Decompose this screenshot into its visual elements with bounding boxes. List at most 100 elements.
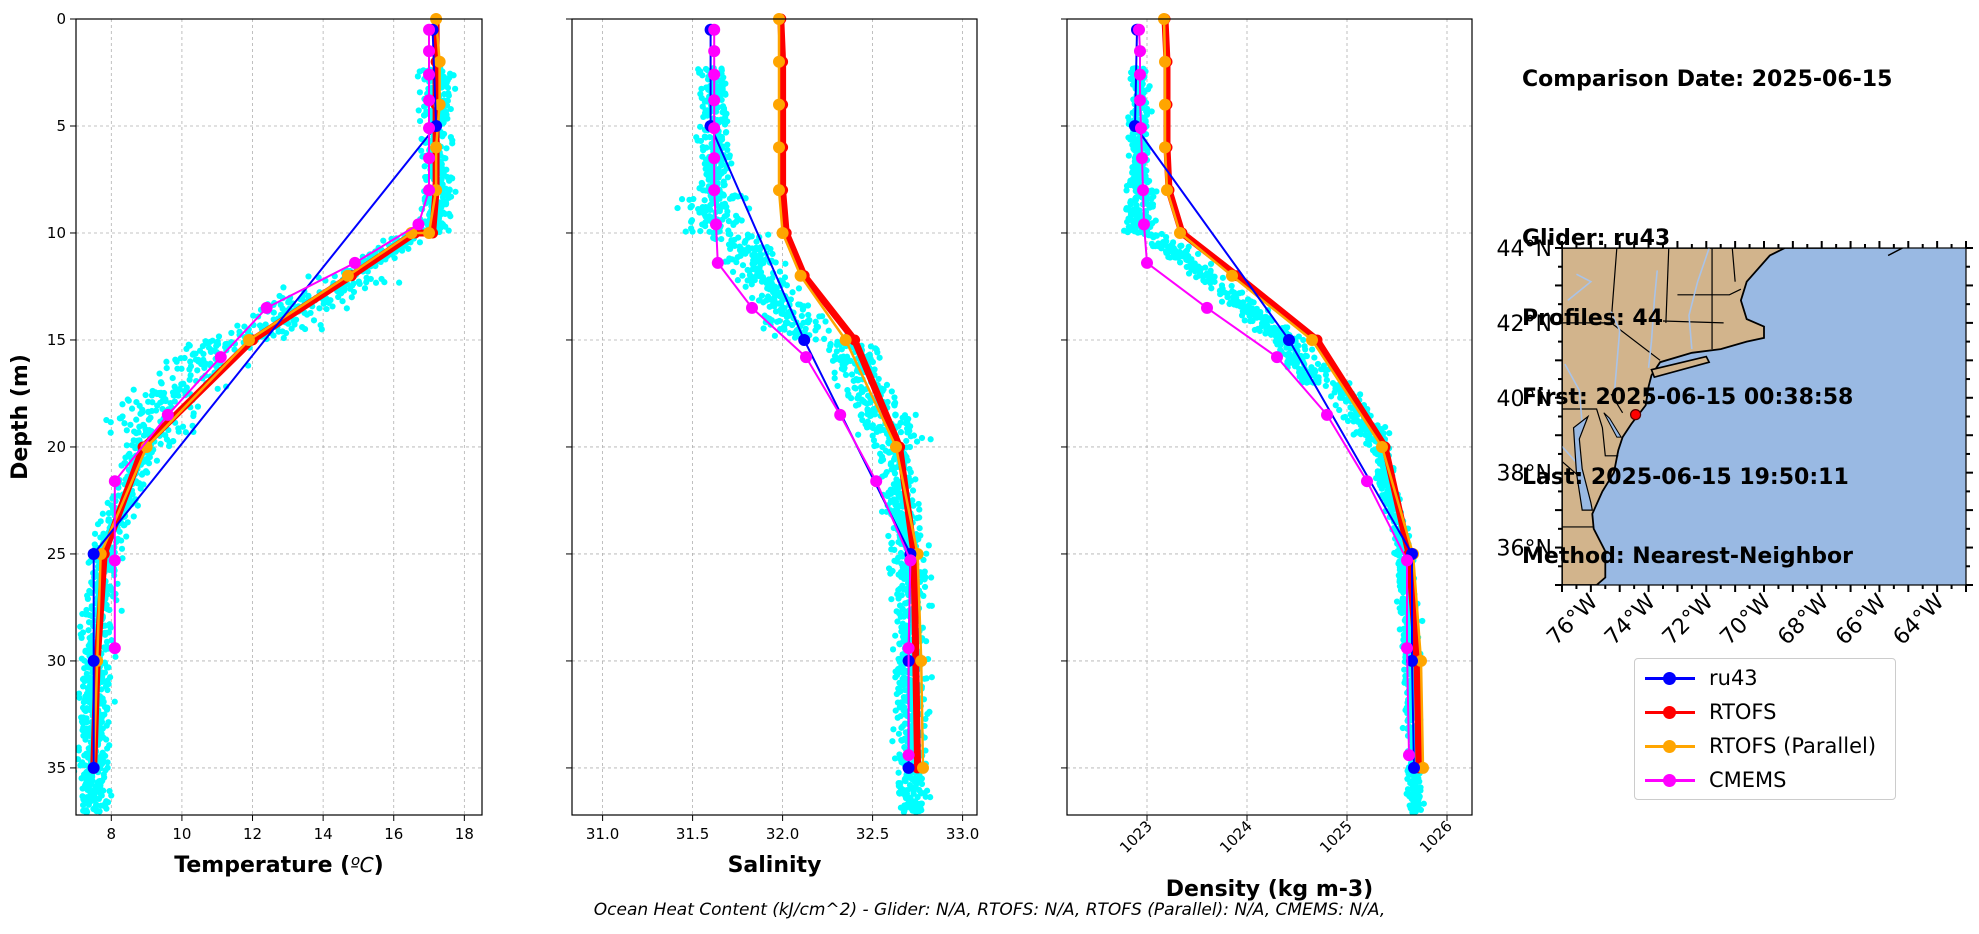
glider-point (99, 673, 106, 681)
glider-point (1417, 806, 1424, 813)
glider-point (187, 358, 194, 365)
glider-point (301, 325, 309, 333)
glider-location-map: 76°W74°W72°W70°W68°W66°W64°W44°N42°N40°N… (1497, 237, 1973, 650)
x-tick-label: 32.5 (856, 825, 889, 843)
series-point (904, 554, 917, 567)
series-point (1138, 218, 1150, 231)
series-point (423, 184, 436, 197)
series-point (1201, 301, 1213, 314)
series-point (902, 761, 915, 774)
series-point (798, 333, 811, 346)
glider-point (1412, 808, 1419, 815)
glider-point (378, 275, 385, 283)
glider-point (864, 418, 871, 425)
glider-point (1139, 80, 1146, 88)
legend-label: CMEMS (1709, 768, 1787, 792)
glider-point (1251, 326, 1258, 334)
glider-point (874, 349, 881, 356)
chesapeake-bay (1572, 414, 1594, 511)
series-point (915, 654, 928, 667)
glider-point (1254, 309, 1261, 316)
y-tick-label: 30 (47, 652, 66, 670)
glider-point (173, 358, 180, 365)
glider-point (928, 574, 935, 581)
glider-point (1243, 306, 1250, 313)
glider-scatter (76, 65, 459, 815)
x-tick-label: 1024 (1216, 817, 1256, 857)
glider-point (1148, 189, 1155, 196)
nova-scotia-coast (1879, 248, 1903, 257)
glider-point (1127, 179, 1134, 187)
glider-point (372, 279, 380, 286)
glider-point (928, 602, 935, 609)
glider-point (899, 651, 906, 658)
glider-point (1236, 290, 1243, 297)
glider-point (1121, 227, 1128, 234)
glider-point (83, 606, 90, 614)
glider-point (833, 348, 840, 355)
info-block: Comparison Date: 2025-06-15 Glider: ru43… (1522, 14, 1892, 597)
glider-point (114, 580, 121, 587)
glider-point (921, 583, 929, 591)
series-point (711, 256, 724, 269)
glider-point (697, 123, 704, 130)
map-y-tick-label: 44°N (1497, 237, 1552, 262)
glider-point (722, 129, 730, 136)
glider-point (77, 631, 84, 638)
glider-point (1208, 285, 1215, 292)
glider-point (77, 623, 84, 630)
glider-point (921, 790, 928, 797)
glider-point (805, 311, 812, 319)
glider-point (452, 85, 459, 92)
glider-point (103, 805, 110, 812)
glider-point (1157, 242, 1164, 249)
glider-point (153, 457, 161, 464)
glider-point (211, 347, 218, 354)
glider-point (890, 726, 897, 733)
series-point (708, 23, 721, 36)
glider-point (107, 429, 114, 436)
glider-point (793, 333, 800, 340)
glider-point (450, 72, 457, 79)
glider-point (902, 687, 909, 694)
glider-point (140, 421, 147, 428)
glider-point (396, 279, 403, 286)
glider-point (1253, 314, 1261, 321)
series-point (708, 184, 721, 197)
glider-point (1183, 247, 1191, 254)
glider-point (720, 74, 727, 81)
glider-point (702, 156, 710, 163)
glider-point (97, 534, 104, 541)
map-y-tick-label: 42°N (1497, 312, 1552, 337)
glider-point (787, 296, 794, 303)
x-tick-label: 1025 (1316, 817, 1356, 857)
glider-point (118, 462, 125, 469)
glider-point (721, 168, 728, 175)
y-tick-label: 10 (47, 224, 66, 242)
glider-point (898, 624, 905, 631)
glider-point (855, 401, 862, 408)
glider-point (447, 174, 454, 181)
series-point (1136, 152, 1148, 165)
glider-point (156, 370, 163, 377)
glider-point (89, 773, 96, 780)
glider-point (437, 199, 445, 206)
series-point (87, 547, 100, 560)
series-point (1133, 23, 1145, 36)
glider-point (700, 147, 707, 154)
glider-point (1224, 290, 1231, 297)
glider-point (90, 796, 97, 803)
series-point (1321, 408, 1333, 421)
glider-point (1407, 793, 1414, 800)
glider-point (159, 397, 166, 405)
legend-swatch (1643, 670, 1697, 686)
glider-point (1229, 294, 1237, 301)
glider-point (443, 145, 450, 152)
glider-point (1366, 441, 1373, 448)
glider-point (214, 340, 221, 347)
glider-point (911, 775, 918, 782)
glider-point (776, 317, 783, 325)
glider-point (918, 775, 925, 782)
glider-point (283, 329, 290, 337)
